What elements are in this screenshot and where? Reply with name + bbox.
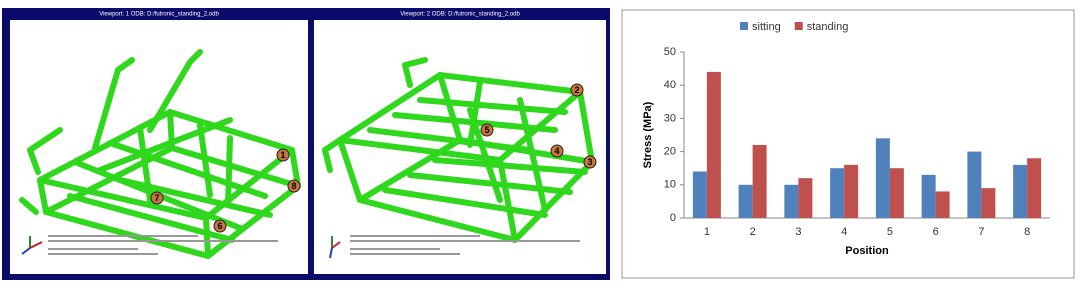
x-tick-label: 1 [704,226,710,238]
x-tick-label: 8 [1024,226,1030,238]
bar [784,184,799,218]
bar [921,174,936,218]
bar [967,151,982,218]
x-axis-label: Position [845,245,889,257]
bar [889,168,904,218]
y-axis-label: Stress (MPa) [642,101,654,168]
node-label: 2 [574,85,579,95]
bar [875,138,890,218]
node-label: 4 [554,146,559,156]
bar [752,144,767,218]
y-tick-label: 40 [664,79,676,91]
bar [1013,164,1028,218]
node-marker [480,123,494,137]
bar [935,191,950,218]
x-tick-label: 5 [887,226,893,238]
legend-label: sitting [752,21,781,33]
node-label: 3 [587,157,592,167]
y-tick-label: 10 [664,179,676,191]
bar [1027,158,1042,218]
x-tick-label: 3 [795,226,801,238]
node-marker [150,191,164,205]
bar [844,164,859,218]
node-marker [213,219,227,233]
node-marker [276,148,290,162]
node-label: 1 [280,150,285,160]
node-marker [570,83,584,97]
triad [21,236,341,259]
node-label: 7 [154,193,159,203]
node-label: 5 [484,125,489,135]
y-tick-label: 20 [664,146,676,158]
bar [798,178,813,218]
x-tick-label: 2 [750,226,756,238]
y-tick-label: 0 [670,212,676,224]
node-label: 6 [217,221,222,231]
node-marker [550,144,564,158]
viewport-title: Viewport: 2 ODB: D:/futronic_standing_2.… [400,12,520,18]
x-tick-label: 7 [978,226,984,238]
legend-swatch [740,22,748,30]
x-tick-label: 4 [841,226,847,238]
bar [981,188,996,218]
node-marker [287,179,301,193]
node-label: 8 [291,181,296,191]
node-marker [583,155,597,169]
bar [692,171,707,218]
y-tick-label: 30 [664,112,676,124]
bar [830,168,845,218]
x-tick-label: 6 [933,226,939,238]
bar [738,184,753,218]
bar [706,71,721,218]
legend-label: standing [807,21,849,33]
chart-frame [621,9,1075,279]
status-text [48,235,580,255]
y-tick-label: 50 [664,46,676,58]
legend-swatch [794,22,803,30]
viewport-title: Viewport: 1 ODB: D:/futronic_standing_2.… [99,12,219,18]
